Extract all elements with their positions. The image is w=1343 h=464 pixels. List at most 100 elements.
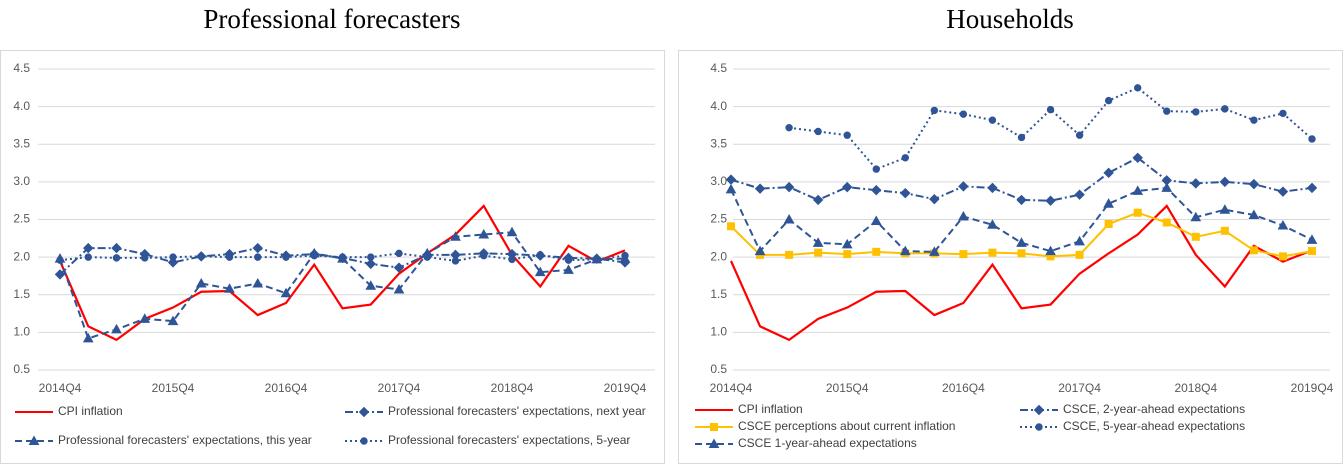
marker (1190, 178, 1202, 189)
marker (564, 256, 573, 264)
marker (872, 247, 881, 256)
marker (708, 438, 720, 448)
marker (1074, 189, 1085, 200)
marker (1035, 423, 1043, 431)
marker (710, 423, 718, 431)
marker (1162, 218, 1171, 227)
marker (901, 154, 909, 162)
marker (1017, 249, 1026, 258)
marker (1104, 220, 1113, 229)
x-tick-label: 2014Q4 (710, 381, 753, 395)
marker (224, 283, 235, 293)
series-line (730, 156, 1313, 202)
marker (84, 253, 92, 261)
marker (1306, 234, 1318, 244)
y-tick-label: 3.0 (710, 174, 727, 188)
marker (365, 280, 377, 290)
y-tick-label: 2.5 (13, 212, 30, 226)
marker (1133, 208, 1142, 217)
marker (1016, 194, 1027, 206)
legend-label: CSCE perceptions about current inflation (738, 419, 955, 433)
y-tick-label: 3.0 (13, 174, 30, 188)
marker (360, 437, 368, 445)
x-tick-label: 2017Q4 (378, 381, 421, 395)
y-tick-label: 1.0 (710, 325, 727, 339)
legend-label: CPI inflation (58, 404, 123, 418)
marker (870, 215, 882, 226)
x-tick-label: 2015Q4 (152, 381, 195, 395)
chart-title: Professional forecasters (203, 4, 460, 34)
y-tick-label: 4.5 (13, 61, 30, 75)
y-tick-label: 3.5 (710, 136, 727, 150)
marker (506, 226, 518, 237)
marker (393, 283, 405, 294)
marker (725, 183, 737, 194)
marker (1104, 96, 1113, 105)
marker (987, 219, 998, 229)
legend-label: CSCE 1-year-ahead expectations (738, 436, 917, 450)
y-tick-label: 1.5 (710, 287, 727, 301)
marker (1033, 404, 1045, 416)
marker (593, 255, 601, 264)
marker (1219, 204, 1231, 214)
x-tick-label: 2019Q4 (604, 381, 647, 395)
y-tick-label: 4.0 (13, 99, 30, 113)
marker (987, 182, 998, 194)
marker (1219, 176, 1231, 188)
y-tick-label: 2.0 (710, 249, 727, 263)
marker (843, 250, 852, 259)
marker (785, 250, 794, 259)
y-tick-label: 2.0 (13, 249, 30, 263)
y-tick-label: 4.5 (710, 61, 727, 75)
chart-title: Households (946, 4, 1074, 34)
y-tick-label: 3.5 (13, 136, 30, 150)
x-tick-label: 2019Q4 (1291, 381, 1334, 395)
marker (900, 187, 911, 199)
marker (1191, 232, 1200, 241)
legend-label: Professional forecasters' expectations, … (58, 433, 312, 447)
marker (1220, 226, 1229, 235)
marker (1163, 107, 1171, 115)
marker (169, 253, 177, 261)
marker (1016, 237, 1027, 247)
marker (28, 435, 40, 445)
marker (1017, 133, 1026, 142)
marker (1132, 185, 1144, 195)
legend-label: Professional forecasters' expectations, … (388, 433, 630, 447)
marker (508, 255, 516, 264)
x-tick-label: 2015Q4 (826, 381, 869, 395)
marker (534, 266, 546, 277)
marker (814, 248, 823, 257)
marker (958, 181, 969, 192)
y-tick-label: 0.5 (13, 362, 30, 376)
marker (358, 406, 370, 418)
marker (1046, 105, 1055, 114)
marker (1308, 247, 1316, 256)
marker (1279, 109, 1287, 118)
marker (958, 210, 969, 221)
marker (1075, 250, 1084, 259)
marker (478, 229, 490, 239)
x-tick-label: 2014Q4 (39, 381, 82, 395)
marker (536, 251, 544, 259)
marker (959, 110, 968, 118)
marker (111, 242, 122, 254)
marker (480, 251, 488, 260)
marker (930, 106, 939, 115)
marker (959, 250, 968, 259)
marker (871, 184, 882, 196)
marker (1277, 220, 1289, 230)
marker (1103, 167, 1114, 179)
marker (1103, 198, 1115, 208)
x-tick-label: 2018Q4 (491, 381, 534, 395)
x-tick-label: 2016Q4 (942, 381, 985, 395)
marker (843, 131, 851, 139)
marker (310, 251, 318, 260)
y-tick-label: 0.5 (710, 362, 727, 376)
marker (1045, 195, 1056, 206)
marker (1192, 108, 1200, 116)
y-tick-label: 2.5 (710, 212, 727, 226)
marker (423, 253, 431, 261)
marker (367, 253, 375, 261)
marker (252, 242, 263, 254)
